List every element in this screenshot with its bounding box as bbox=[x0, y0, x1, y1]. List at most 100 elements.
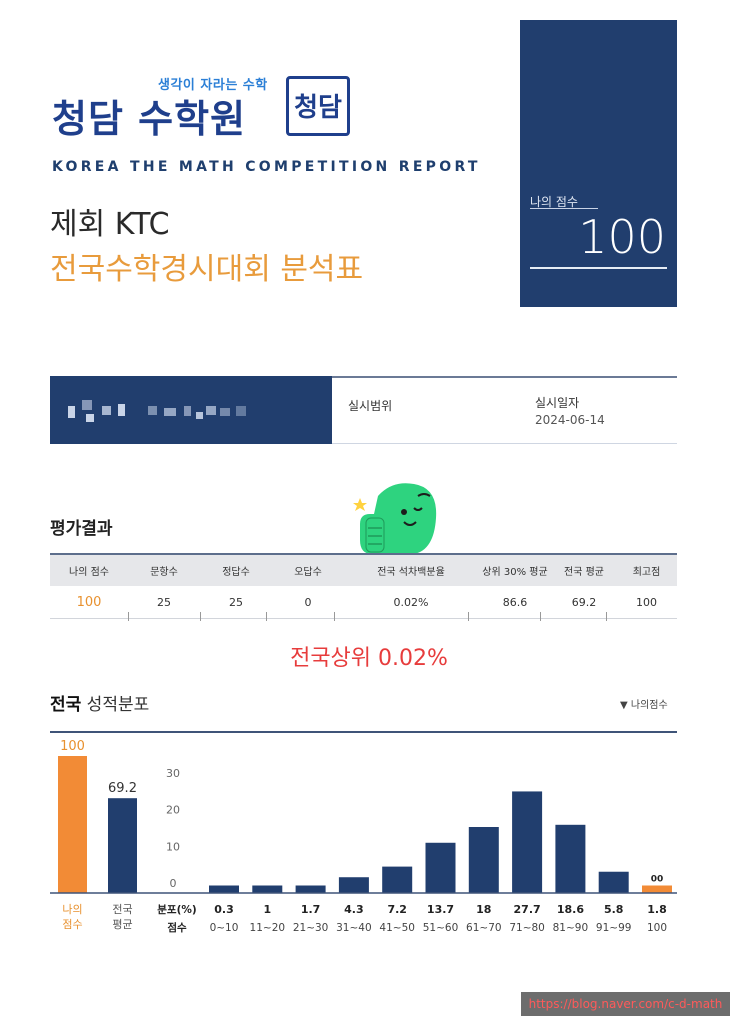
category-label: 0~10 bbox=[210, 922, 239, 934]
category-label: 31~40 bbox=[336, 922, 372, 934]
value-label: 13.7 bbox=[427, 903, 454, 916]
y-tick-label: 10 bbox=[166, 840, 180, 853]
exam-title: 제회 KTC bbox=[50, 207, 170, 242]
results-section-title: 평가결과 bbox=[50, 519, 113, 539]
row-label: 분포(%) bbox=[157, 903, 196, 916]
header-cell: 상위 30% 평균 bbox=[478, 553, 552, 586]
data-label: 100 bbox=[60, 739, 85, 754]
category-label: 점수 bbox=[62, 918, 82, 931]
score-value: 100 bbox=[578, 210, 666, 264]
bar bbox=[425, 842, 456, 893]
value-label: 1.8 bbox=[647, 903, 667, 916]
value-label: 1 bbox=[263, 903, 271, 916]
header-cell: 문항수 bbox=[128, 553, 200, 586]
results-header-row: 나의 점수 문항수 정답수 오답수 전국 석차백분율 상위 30% 평균 전국 … bbox=[50, 553, 677, 586]
value-cell: 86.6 bbox=[478, 586, 552, 619]
bar bbox=[209, 885, 239, 893]
results-value-row: 100 25 25 0 0.02% 86.6 69.2 100 bbox=[50, 586, 677, 619]
report-title: KOREA THE MATH COMPETITION REPORT bbox=[52, 159, 481, 175]
category-label: 51~60 bbox=[423, 922, 459, 934]
distribution-title-bold: 전국 bbox=[50, 695, 82, 715]
value-label: 5.8 bbox=[604, 903, 624, 916]
cell-separator bbox=[200, 612, 201, 621]
header-cell: 전국 평균 bbox=[552, 553, 616, 586]
y-tick-label: 20 bbox=[166, 804, 180, 817]
bar bbox=[382, 866, 413, 893]
info-bottom-border bbox=[332, 443, 677, 444]
category-label: 전국 bbox=[112, 903, 132, 916]
national-rank-text: 전국상위 0.02% bbox=[290, 646, 448, 671]
watermark: https://blog.naver.com/c-d-math bbox=[521, 992, 730, 1016]
bar bbox=[555, 824, 586, 893]
value-label: 0.3 bbox=[214, 903, 234, 916]
thumbs-up-mascot-icon bbox=[353, 483, 437, 554]
bar bbox=[598, 871, 629, 893]
header-cell: 최고점 bbox=[616, 553, 677, 586]
category-label: 41~50 bbox=[379, 922, 415, 934]
header-cell: 오답수 bbox=[272, 553, 344, 586]
data-label: 69.2 bbox=[108, 781, 137, 796]
header-cell: 전국 석차백분율 bbox=[344, 553, 478, 586]
y-tick-label: 30 bbox=[166, 767, 180, 780]
my-score-marker: 00 bbox=[651, 875, 664, 885]
value-label: 27.7 bbox=[514, 903, 541, 916]
header-cell: 나의 점수 bbox=[50, 553, 128, 586]
bar bbox=[468, 827, 499, 893]
category-label: 나의 bbox=[62, 903, 82, 916]
score-underline bbox=[530, 267, 667, 269]
category-label: 평균 bbox=[112, 918, 132, 931]
value-cell: 0.02% bbox=[344, 586, 478, 619]
logo-name: 청담 수학원 bbox=[52, 97, 247, 141]
category-label: 21~30 bbox=[293, 922, 329, 934]
bar bbox=[642, 885, 672, 893]
category-label: 11~20 bbox=[250, 922, 286, 934]
range-label: 실시범위 bbox=[348, 399, 393, 413]
category-label: 61~70 bbox=[466, 922, 502, 934]
category-label: 91~99 bbox=[596, 922, 632, 934]
score-label: 나의 점수 bbox=[530, 195, 578, 209]
distribution-title-rest: 성적분포 bbox=[81, 695, 150, 715]
value-label: 18.6 bbox=[557, 903, 584, 916]
value-cell-my-score: 100 bbox=[50, 586, 128, 619]
value-label: 4.3 bbox=[344, 903, 364, 916]
category-label: 71~80 bbox=[509, 922, 545, 934]
redacted-name-area bbox=[68, 376, 332, 444]
score-box bbox=[520, 20, 677, 307]
header-cell: 정답수 bbox=[200, 553, 272, 586]
results-table: 나의 점수 문항수 정답수 오답수 전국 석차백분율 상위 30% 평균 전국 … bbox=[50, 553, 677, 619]
distribution-section-title: 전국 성적분포 bbox=[50, 690, 149, 715]
my-score-legend: ▼ 나의점수 bbox=[620, 700, 668, 711]
row-label: 점수 bbox=[167, 922, 187, 934]
date-value: 2024-06-14 bbox=[535, 413, 605, 427]
bar bbox=[58, 756, 87, 893]
logo-tagline: 생각이 자라는 수학 bbox=[158, 78, 268, 93]
bar bbox=[338, 877, 369, 893]
cell-separator bbox=[468, 612, 469, 621]
cell-separator bbox=[334, 612, 335, 621]
value-cell: 25 bbox=[128, 586, 200, 619]
bar bbox=[512, 791, 543, 893]
value-cell: 100 bbox=[616, 586, 677, 619]
value-label: 1.7 bbox=[301, 903, 321, 916]
exam-subtitle: 전국수학경시대회 분석표 bbox=[50, 252, 364, 287]
value-label: 7.2 bbox=[387, 903, 407, 916]
value-cell: 69.2 bbox=[552, 586, 616, 619]
category-label: 100 bbox=[647, 922, 667, 934]
category-label: 81~90 bbox=[553, 922, 589, 934]
info-top-border bbox=[332, 376, 677, 378]
score-divider bbox=[530, 208, 598, 209]
cell-separator bbox=[606, 612, 607, 621]
value-cell: 0 bbox=[272, 586, 344, 619]
cell-separator bbox=[540, 612, 541, 621]
cell-separator bbox=[128, 612, 129, 621]
y-tick-label: 0 bbox=[170, 877, 177, 890]
date-label: 실시일자 bbox=[535, 396, 580, 410]
value-cell: 25 bbox=[200, 586, 272, 619]
logo-seal-icon: 청담 bbox=[286, 76, 350, 136]
distribution-top-border bbox=[50, 731, 677, 733]
value-label: 18 bbox=[476, 903, 491, 916]
cell-separator bbox=[266, 612, 267, 621]
bar bbox=[295, 885, 326, 893]
bar bbox=[252, 885, 283, 893]
